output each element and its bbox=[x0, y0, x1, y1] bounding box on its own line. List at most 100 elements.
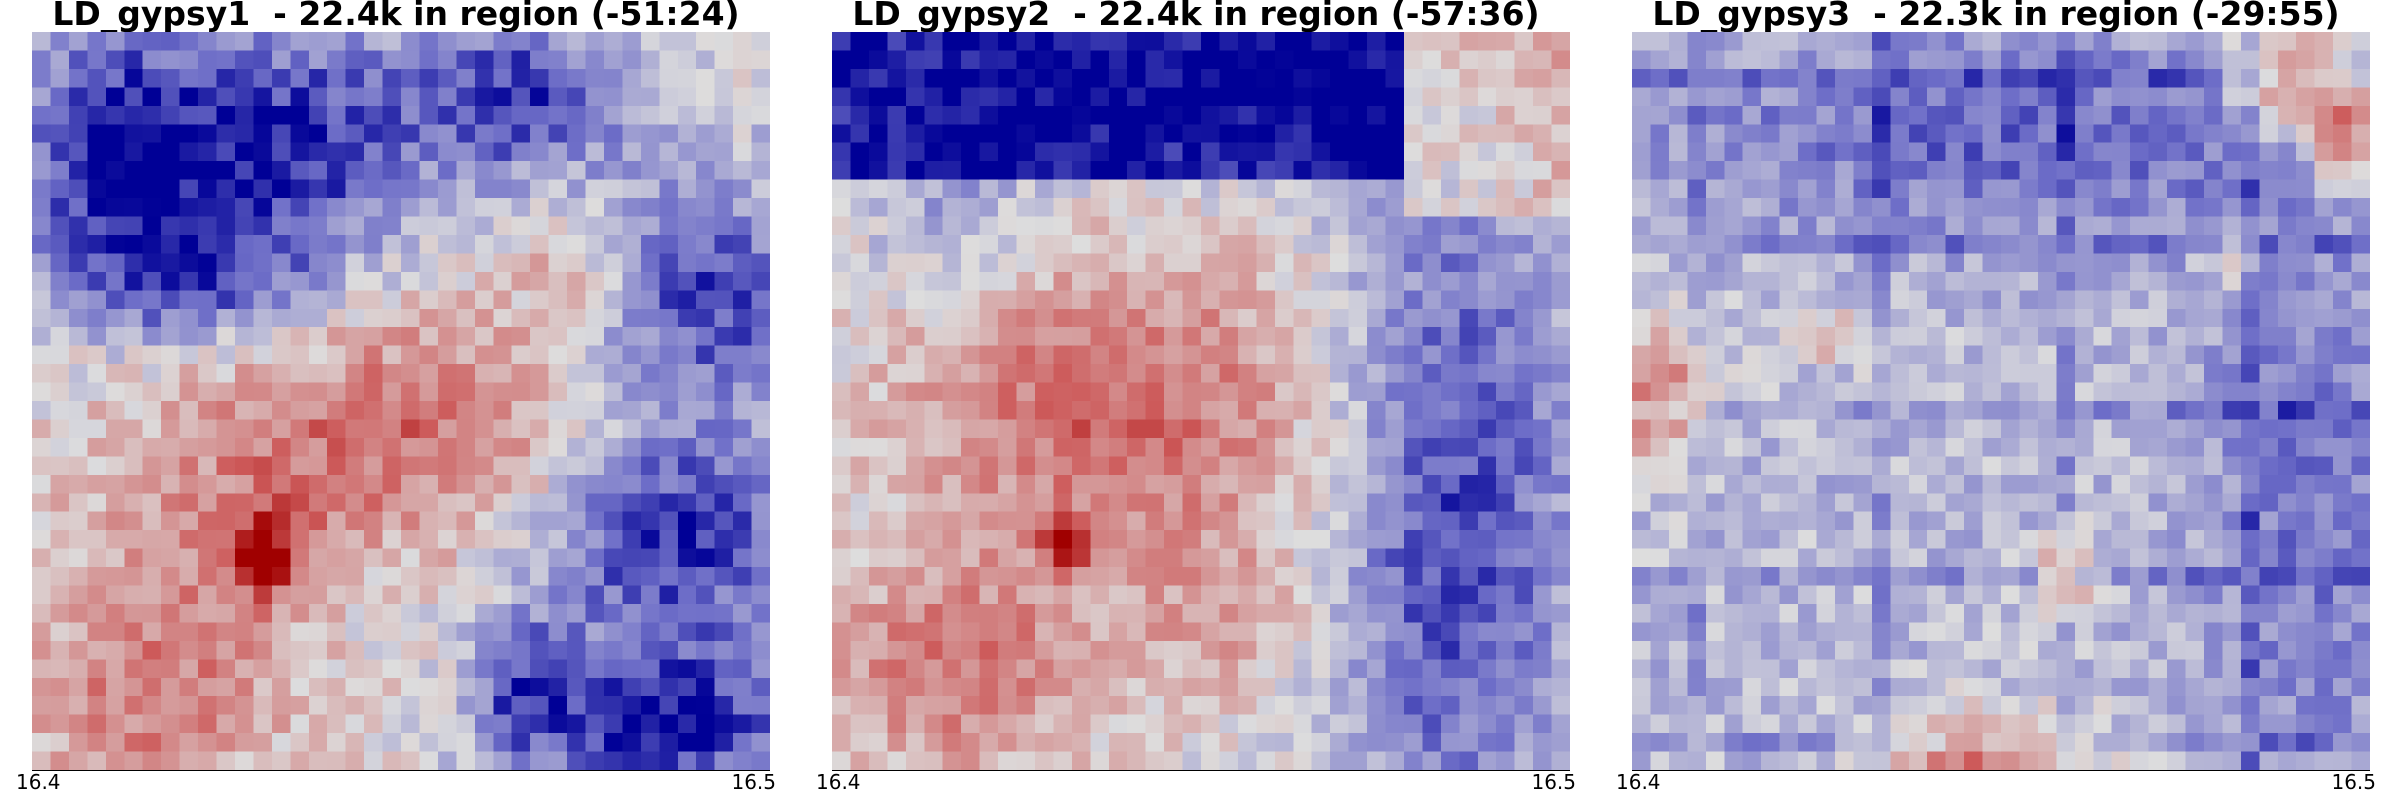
heatmap-cell bbox=[1945, 677, 1965, 697]
heatmap-cell bbox=[1403, 50, 1423, 70]
heatmap-cell bbox=[751, 659, 770, 679]
heatmap-cell bbox=[419, 234, 439, 254]
heatmap-cell bbox=[1761, 327, 1781, 347]
heatmap-cell bbox=[2351, 622, 2370, 642]
heatmap-cell bbox=[382, 179, 402, 199]
heatmap-cell bbox=[1293, 68, 1313, 88]
heatmap-cell bbox=[603, 234, 623, 254]
heatmap-cell bbox=[1034, 401, 1054, 420]
heatmap-cell bbox=[1927, 585, 1947, 605]
heatmap-cell bbox=[401, 327, 420, 347]
heatmap-cell bbox=[401, 198, 420, 217]
heatmap-cell bbox=[2351, 419, 2370, 439]
heatmap-cell bbox=[198, 714, 217, 734]
heatmap-cell bbox=[401, 474, 420, 494]
heatmap-cell bbox=[1071, 142, 1091, 162]
heatmap-cell bbox=[1908, 530, 1928, 550]
heatmap-cell bbox=[1533, 68, 1553, 88]
heatmap-cell bbox=[1016, 567, 1036, 586]
heatmap-cell bbox=[640, 511, 660, 531]
heatmap-cell bbox=[142, 234, 162, 254]
heatmap-cell bbox=[2019, 696, 2039, 716]
heatmap-cell bbox=[1145, 364, 1165, 384]
heatmap-cell bbox=[1348, 437, 1368, 457]
heatmap-cell bbox=[2333, 585, 2353, 605]
heatmap-cell bbox=[1742, 751, 1762, 770]
heatmap-cell bbox=[1164, 364, 1184, 384]
heatmap-cell bbox=[1779, 640, 1799, 660]
heatmap-cell bbox=[2185, 161, 2205, 181]
heatmap-cell bbox=[1348, 327, 1368, 347]
heatmap-cell bbox=[1834, 308, 1854, 328]
heatmap-cell bbox=[2093, 345, 2113, 365]
heatmap-cell bbox=[1834, 179, 1854, 199]
heatmap-cell bbox=[1724, 567, 1744, 586]
heatmap-cell bbox=[1293, 714, 1313, 734]
heatmap-cell bbox=[659, 548, 679, 568]
heatmap-cell bbox=[124, 401, 144, 420]
heatmap-cell bbox=[1724, 603, 1744, 623]
heatmap-cell bbox=[548, 493, 568, 513]
heatmap-cell bbox=[271, 733, 291, 753]
heatmap-cell bbox=[1551, 50, 1570, 70]
heatmap-cell bbox=[751, 124, 770, 144]
heatmap-cell bbox=[1496, 142, 1516, 162]
heatmap-cell bbox=[622, 659, 642, 679]
heatmap-cell bbox=[942, 345, 962, 365]
heatmap-cell bbox=[1514, 271, 1534, 291]
heatmap-cell bbox=[2093, 124, 2113, 144]
heatmap-cell bbox=[548, 382, 568, 402]
heatmap-cell bbox=[124, 364, 144, 384]
heatmap-cell bbox=[1182, 659, 1202, 679]
heatmap-cell bbox=[1650, 622, 1670, 642]
heatmap-cell bbox=[1256, 124, 1276, 144]
heatmap-cell bbox=[1108, 253, 1128, 273]
heatmap-cell bbox=[1632, 511, 1651, 531]
heatmap-cell bbox=[1908, 696, 1928, 716]
heatmap-cell bbox=[1127, 124, 1147, 144]
heatmap-cell bbox=[2333, 677, 2353, 697]
heatmap-cell bbox=[345, 87, 365, 107]
heatmap-cell bbox=[1016, 437, 1036, 457]
heatmap-cell bbox=[696, 87, 716, 107]
heatmap-cell bbox=[308, 659, 328, 679]
heatmap-cell bbox=[1908, 419, 1928, 439]
heatmap-cell bbox=[1927, 622, 1947, 642]
heatmap-cell bbox=[1945, 216, 1965, 236]
heatmap-cell bbox=[1274, 345, 1294, 365]
heatmap-cell bbox=[2130, 474, 2150, 494]
heatmap-cell bbox=[1459, 32, 1479, 51]
heatmap-cell bbox=[1551, 216, 1570, 236]
heatmap-cell bbox=[1724, 87, 1744, 107]
heatmap-cell bbox=[659, 585, 679, 605]
heatmap-cell bbox=[2333, 271, 2353, 291]
heatmap-cell bbox=[290, 733, 310, 753]
heatmap-cell bbox=[2167, 198, 2186, 217]
heatmap-cell bbox=[1514, 622, 1534, 642]
heatmap-cell bbox=[1422, 179, 1442, 199]
heatmap-cell bbox=[2130, 567, 2150, 586]
heatmap-cell bbox=[68, 659, 88, 679]
heatmap-cell bbox=[714, 364, 734, 384]
heatmap-cell bbox=[1477, 50, 1497, 70]
heatmap-cell bbox=[1742, 32, 1762, 51]
heatmap-cell bbox=[1385, 32, 1405, 51]
heatmap-cell bbox=[2185, 548, 2205, 568]
heatmap-cell bbox=[2351, 696, 2370, 716]
heatmap-cell bbox=[1533, 714, 1553, 734]
heatmap-cell bbox=[142, 419, 162, 439]
heatmap-cell bbox=[253, 345, 273, 365]
heatmap-cell bbox=[511, 142, 531, 162]
heatmap-cell bbox=[437, 530, 457, 550]
heatmap-cell bbox=[1034, 640, 1054, 660]
heatmap-cell bbox=[1871, 327, 1891, 347]
heatmap-cell bbox=[456, 382, 476, 402]
heatmap-cell bbox=[2074, 142, 2094, 162]
heatmap-cell bbox=[2074, 733, 2094, 753]
heatmap-cell bbox=[271, 530, 291, 550]
heatmap-cell bbox=[87, 124, 107, 144]
heatmap-cell bbox=[1982, 419, 2002, 439]
heatmap-cell bbox=[1293, 234, 1313, 254]
heatmap-cell bbox=[216, 511, 236, 531]
heatmap-cell bbox=[50, 50, 70, 70]
